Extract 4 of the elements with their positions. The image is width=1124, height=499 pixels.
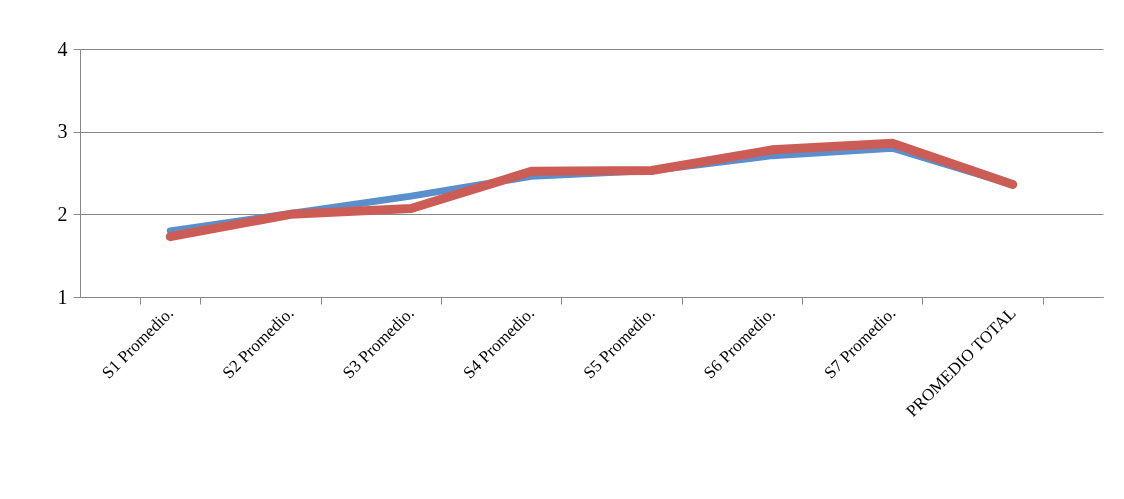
y-tick-label: 1 <box>57 285 68 308</box>
y-tick-label: 2 <box>57 202 68 225</box>
y-tick-label: 3 <box>57 120 68 143</box>
y-tick-label: 4 <box>57 37 68 60</box>
